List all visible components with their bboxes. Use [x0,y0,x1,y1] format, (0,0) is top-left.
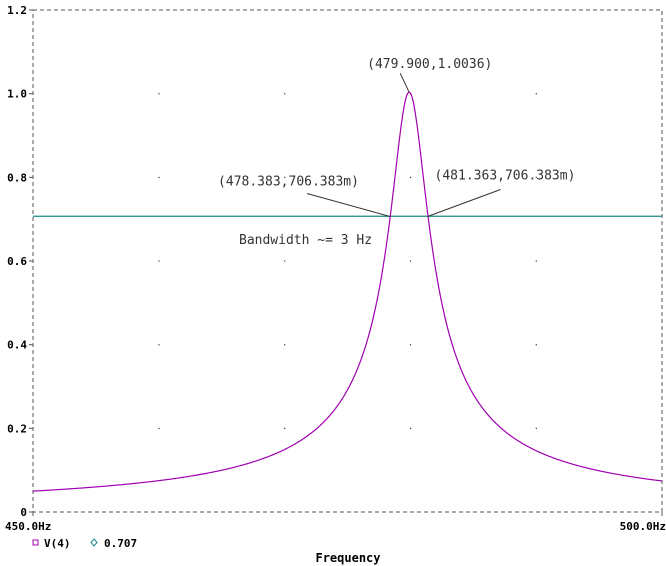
grid-dot [535,260,537,262]
legend: V(4) 0.707 [32,537,137,550]
x-axis-label: Frequency [315,551,380,565]
grid-dot [535,93,537,95]
annotation-lower-leader [306,193,391,217]
grid-dot [158,260,160,262]
y-tick-label: 1.0 [7,88,27,101]
grid-dots [158,93,537,430]
grid-dot [535,176,537,179]
annotation-lower-3db: (478.383,706.383m) [218,174,359,189]
grid-dot [284,344,286,346]
grid-dot [284,93,286,95]
plot-frame [32,9,663,513]
x-tick-label: 450.0Hz [5,520,51,533]
grid-dot [409,176,412,179]
y-axis: 0 0.2 0.4 0.6 0.8 1.0 1.2 [7,4,33,519]
series-line-v4 [32,91,663,492]
annotation-upper-leader [427,189,501,217]
grid-dot [284,260,286,262]
grid-dot [409,427,412,430]
grid-dot [535,344,537,346]
annotation-peak: (479.900,1.0036) [367,57,492,72]
annotation-upper-3db: (481.363,706.383m) [435,168,576,183]
grid-dot [158,344,160,346]
y-tick-label: 0.8 [7,171,27,184]
legend-marker-v4 [32,539,39,546]
y-tick-label: 0.6 [7,255,27,268]
x-tick-label: 500.0Hz [620,520,666,533]
y-tick-label: 1.2 [7,4,27,17]
annotation-peak-leader [399,72,410,93]
legend-label-v4: V(4) [44,537,71,550]
grid-dot [284,176,286,179]
grid-dot [535,427,537,430]
y-tick-label: 0.4 [7,339,27,352]
grid-dot [158,176,160,179]
x-axis: 450.0Hz 500.0Hz [5,512,666,533]
y-tick-label: 0 [20,506,27,519]
annotation-bandwidth: Bandwidth ~= 3 Hz [239,233,372,248]
grid-dot [158,427,160,430]
grid-dot [409,260,412,262]
grid-dot [158,93,160,95]
grid-dot [409,344,412,346]
y-tick-label: 0.2 [7,422,27,435]
legend-label-0707: 0.707 [104,537,137,550]
grid-dot [284,427,286,430]
annotations: (479.900,1.0036) (478.383,706.383m) (481.3… [218,57,575,248]
legend-marker-0707 [90,538,98,547]
